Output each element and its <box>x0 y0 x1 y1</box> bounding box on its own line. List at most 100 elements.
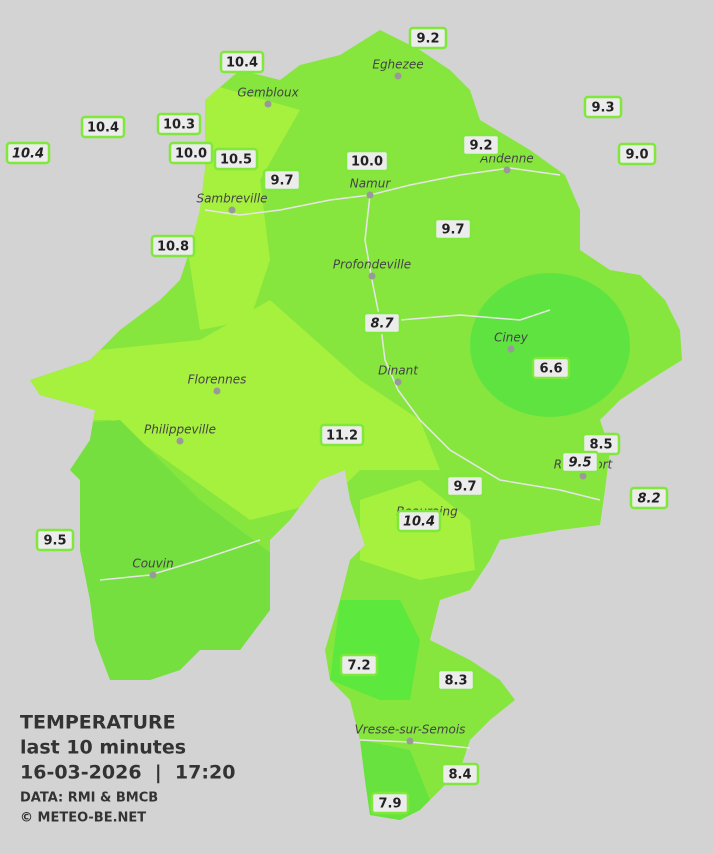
station: 9.3 <box>583 95 623 119</box>
station: 9.0 <box>617 142 657 166</box>
station-value: 10.8 <box>157 240 189 255</box>
station-value: 7.2 <box>347 659 370 674</box>
station: 9.5 <box>560 450 600 474</box>
station: 10.0 <box>168 141 214 165</box>
station-box <box>531 356 571 380</box>
station-value: 8.7 <box>370 317 394 332</box>
station: 10.5 <box>213 147 259 171</box>
station-value: 8.4 <box>448 768 471 783</box>
station-box <box>461 133 501 157</box>
station-box <box>339 653 379 677</box>
station: 9.2 <box>408 26 448 50</box>
city-dot <box>176 437 184 445</box>
station-box <box>150 234 196 258</box>
station-box <box>560 450 600 474</box>
station-box <box>617 142 657 166</box>
station: 10.0 <box>344 149 390 173</box>
station: 6.6 <box>531 356 571 380</box>
station-value: 9.0 <box>625 148 648 163</box>
station-value: 10.3 <box>163 118 195 133</box>
station-value: 9.3 <box>591 101 614 116</box>
city-dot <box>264 100 272 108</box>
station-box <box>262 168 302 192</box>
legend-copyright: © METEO-BE.NET <box>20 811 146 826</box>
station-box <box>408 26 448 50</box>
legend-period: last 10 minutes <box>20 737 186 759</box>
city-name: Couvin <box>132 557 173 571</box>
city-dot <box>406 737 414 745</box>
legend: TEMPERATURE last 10 minutes 16-03-2026 |… <box>20 712 235 826</box>
station-box <box>35 528 75 552</box>
station-value: 10.0 <box>351 155 383 170</box>
station-box <box>344 149 390 173</box>
city-dot <box>366 191 374 199</box>
station-box <box>433 217 473 241</box>
station: 10.4 <box>5 141 51 165</box>
station: 7.9 <box>370 791 410 815</box>
station-box <box>219 50 265 74</box>
station: 10.3 <box>156 112 202 136</box>
city-dot <box>228 206 236 214</box>
city-name: Sambreville <box>196 192 267 206</box>
station: 9.2 <box>461 133 501 157</box>
station-value: 10.4 <box>87 121 119 136</box>
station-value: 8.2 <box>637 492 660 507</box>
station: 8.5 <box>581 432 621 456</box>
station: 8.7 <box>362 311 402 335</box>
rivers <box>99 167 601 749</box>
station-value: 10.5 <box>220 153 252 168</box>
station: 9.7 <box>445 474 485 498</box>
station-box <box>319 423 365 447</box>
station-value: 9.7 <box>453 480 476 495</box>
station-value: 11.2 <box>326 429 358 444</box>
cities: EghezeeGemblouxAndenneNamurSambrevillePr… <box>132 58 614 745</box>
station: 8.2 <box>629 486 669 510</box>
legend-source: DATA: RMI & BMCB <box>20 791 158 806</box>
city-name: Gembloux <box>237 86 299 100</box>
station-box <box>156 112 202 136</box>
station-value: 10.4 <box>12 147 44 162</box>
legend-datetime: 16-03-2026 | 17:20 <box>20 762 235 784</box>
city-dot <box>149 571 157 579</box>
city-dot <box>579 472 587 480</box>
city-name: Florennes <box>188 373 247 387</box>
station-value: 8.3 <box>444 674 467 689</box>
station-box <box>370 791 410 815</box>
station: 9.7 <box>433 217 473 241</box>
station: 10.4 <box>396 509 442 533</box>
station-value: 9.2 <box>416 32 439 47</box>
station-box <box>362 311 402 335</box>
station-value: 10.4 <box>226 56 258 71</box>
station-value: 10.0 <box>175 147 207 162</box>
station: 10.4 <box>219 50 265 74</box>
city-dot <box>368 272 376 280</box>
city-name: Namur <box>350 177 392 191</box>
station: 9.7 <box>262 168 302 192</box>
station-box <box>436 668 476 692</box>
city-name: Profondeville <box>333 258 411 272</box>
city-dot <box>394 72 402 80</box>
city-dot <box>213 387 221 395</box>
station-value: 10.4 <box>403 515 435 530</box>
station-box <box>581 432 621 456</box>
station: 8.3 <box>436 668 476 692</box>
station-box <box>445 474 485 498</box>
station-box <box>168 141 214 165</box>
station-value: 9.5 <box>43 534 66 549</box>
station-box <box>440 762 480 786</box>
station-value: 8.5 <box>589 438 612 453</box>
station-value: 6.6 <box>539 362 562 377</box>
station-value: 9.7 <box>270 174 293 189</box>
station: 8.4 <box>440 762 480 786</box>
city-dot <box>394 378 402 386</box>
station-value: 9.5 <box>568 456 591 471</box>
city-name: Ciney <box>494 331 529 345</box>
city-dot <box>507 345 515 353</box>
station-box <box>80 115 126 139</box>
city-name: Philippeville <box>144 423 216 437</box>
station: 10.8 <box>150 234 196 258</box>
station-box <box>5 141 51 165</box>
city-dot <box>503 166 511 174</box>
station: 7.2 <box>339 653 379 677</box>
